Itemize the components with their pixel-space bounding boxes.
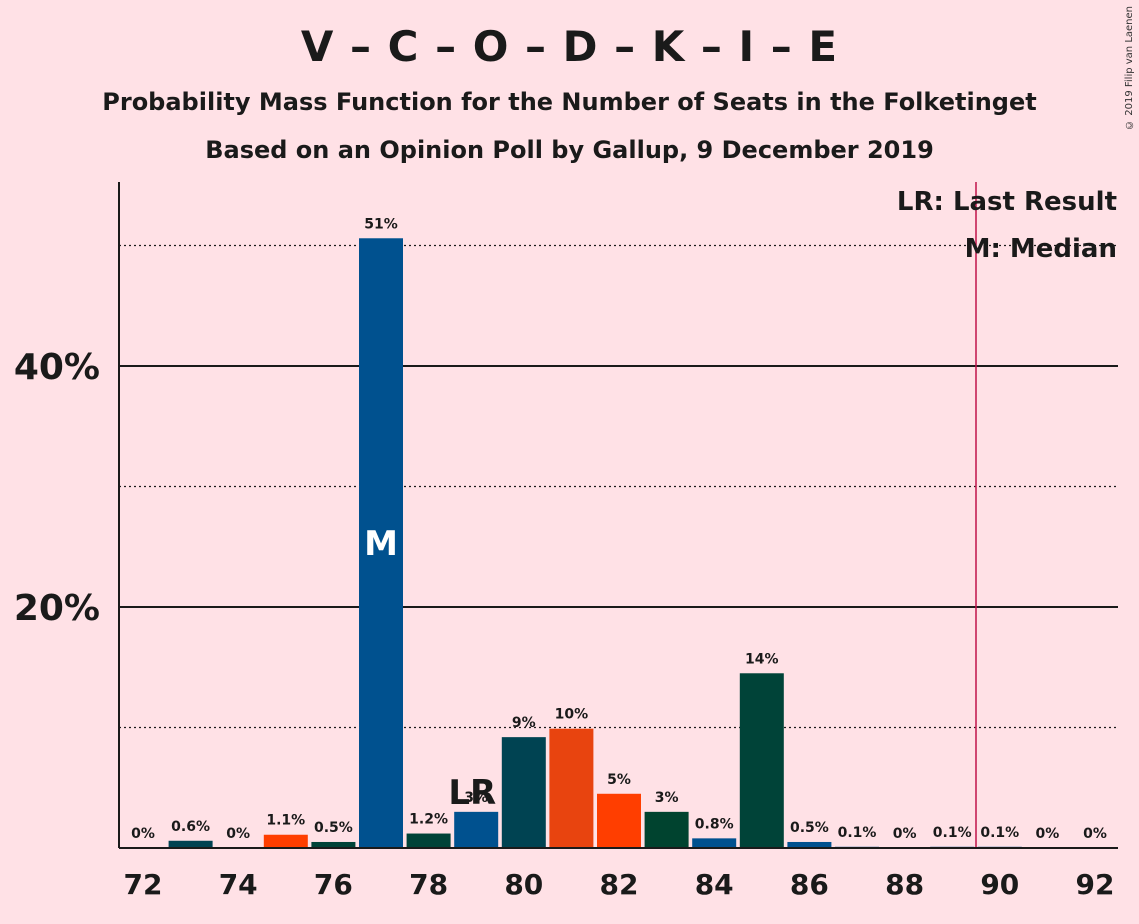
axes [118,182,1118,849]
chart-title: V – C – O – D – K – I – E [300,22,839,71]
bar-seat-86 [787,841,832,848]
x-tick-label: 80 [504,868,543,901]
x-tick-label: 72 [124,868,163,901]
x-tick-label: 74 [219,868,258,901]
last-result-marker: LR [448,773,496,813]
x-tick-label: 92 [1076,868,1115,901]
value-label-seat-74: 0% [226,826,250,842]
value-label-seat-79: 3% [464,790,488,806]
y-axis-ticks: 20% 40% [14,347,100,629]
chart-subtitle-poll: Based on an Opinion Poll by Gallup, 9 De… [205,136,934,164]
x-tick-label: 88 [885,868,924,901]
grid-lines [119,244,1118,729]
bar-seat-73 [168,840,213,848]
x-tick-label: 84 [695,868,734,901]
value-label-seat-88: 0% [893,826,917,842]
bar-seat-81 [549,728,594,848]
bar-seat-75 [263,834,308,848]
value-label-seat-84: 0.8% [695,816,734,832]
value-labels: 0% 0.6% 0% 1.1% 0.5% 51% 1.2% 3% 9% 10% 5% 3% 0.8% 14… [131,216,1107,842]
bar-seat-82 [597,793,641,848]
x-tick-label: 90 [980,868,1019,901]
value-label-seat-80: 9% [512,715,536,731]
value-label-seat-76: 0.5% [314,820,353,836]
bar-seat-84 [692,838,737,848]
bar-seat-79 [454,811,499,848]
chart-subtitle: Probability Mass Function for the Number… [102,88,1037,116]
value-label-seat-75: 1.1% [266,813,305,829]
value-label-seat-77: 51% [364,216,398,232]
x-tick-label: 86 [790,868,829,901]
value-label-seat-86: 0.5% [790,820,829,836]
bar-seat-83 [644,811,689,848]
x-tick-label: 78 [409,868,448,901]
value-label-seat-81: 10% [555,707,589,723]
legend-median: M: Median [965,234,1117,264]
x-tick-label: 76 [314,868,353,901]
value-label-seat-85: 14% [745,651,779,667]
median-marker: M [364,524,398,564]
value-label-seat-78: 1.2% [409,812,448,828]
value-label-seat-72: 0% [131,826,155,842]
value-label-seat-90: 0.1% [980,825,1019,841]
y-tick-label: 40% [14,347,100,388]
value-label-seat-91: 0% [1036,826,1060,842]
bar-seat-80 [501,737,546,848]
bar-seat-78 [406,833,451,848]
x-tick-label: 82 [600,868,639,901]
value-label-seat-87: 0.1% [838,825,877,841]
value-label-seat-82: 5% [607,772,631,788]
value-label-seat-73: 0.6% [171,819,210,835]
value-label-seat-83: 3% [655,790,679,806]
value-label-seat-89: 0.1% [933,825,972,841]
bar-seat-85 [739,673,784,848]
value-label-seat-92: 0% [1083,826,1107,842]
bar-seat-77 [359,238,403,848]
bars: M LR [168,238,1022,848]
bar-seat-76 [311,841,356,848]
y-tick-label: 20% [14,588,100,629]
x-axis-ticks: 72 74 76 78 80 82 84 86 88 90 92 [124,868,1115,901]
legend: LR: Last Result M: Median [897,187,1117,264]
legend-last-result: LR: Last Result [897,187,1117,217]
